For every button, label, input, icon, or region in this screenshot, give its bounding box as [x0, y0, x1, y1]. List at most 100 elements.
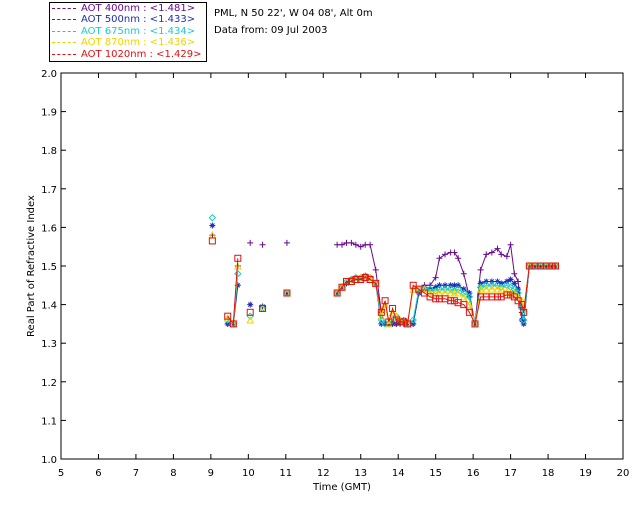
data-point — [451, 282, 458, 289]
x-tick-label: 15 — [429, 468, 442, 479]
data-point — [334, 290, 341, 297]
legend-label: AOT 675nm : <1.434> — [81, 25, 196, 37]
data-point — [483, 278, 490, 285]
data-point — [224, 320, 231, 327]
data-point — [389, 304, 397, 312]
data-point — [409, 316, 417, 324]
data-point — [393, 320, 400, 327]
data-point — [432, 274, 439, 281]
data-point — [503, 253, 510, 260]
data-point — [441, 285, 449, 293]
data-point — [436, 255, 443, 262]
y-tick-label: 2.0 — [41, 69, 57, 80]
data-point — [247, 239, 254, 246]
data-point — [520, 320, 527, 327]
data-point — [503, 286, 511, 295]
data-point — [511, 280, 518, 287]
data-point — [352, 241, 359, 248]
data-point — [494, 278, 501, 285]
y-tick-label: 1.6 — [41, 223, 57, 234]
legend-swatch — [52, 42, 76, 44]
data-point — [507, 276, 514, 283]
data-point — [208, 214, 217, 222]
data-point — [432, 284, 439, 291]
legend-label: AOT 1020nm : <1.429> — [81, 48, 202, 60]
legend-label: AOT 500nm : <1.433> — [81, 14, 196, 26]
data-point — [229, 320, 237, 328]
data-point — [367, 241, 374, 248]
data-point — [442, 251, 449, 258]
data-point — [450, 288, 459, 297]
x-tick-label: 19 — [579, 468, 592, 479]
data-point — [224, 312, 232, 320]
data-point — [396, 318, 404, 326]
data-point — [442, 282, 449, 289]
data-point — [455, 282, 462, 289]
data-point — [510, 288, 519, 297]
y-tick-label: 1.1 — [41, 416, 57, 427]
data-point — [460, 286, 467, 293]
data-point — [392, 316, 400, 324]
data-point — [378, 320, 385, 327]
data-point — [459, 292, 468, 301]
data-point — [514, 297, 522, 305]
data-point — [498, 280, 505, 287]
data-point — [447, 282, 454, 289]
data-point — [400, 318, 408, 326]
data-point — [209, 222, 216, 229]
data-point — [420, 285, 429, 293]
data-point — [283, 239, 290, 246]
data-point — [493, 281, 502, 290]
data-point — [465, 300, 474, 309]
data-point — [420, 289, 428, 297]
data-point — [460, 270, 467, 277]
data-point — [409, 285, 417, 293]
data-point — [377, 312, 386, 320]
data-point — [352, 276, 360, 284]
data-point — [234, 261, 242, 270]
data-point — [342, 277, 350, 285]
x-tick-label: 5 — [58, 468, 64, 479]
data-point — [482, 285, 491, 293]
data-point — [385, 319, 393, 328]
data-point — [409, 281, 417, 289]
legend-label: AOT 400nm : <1.481> — [81, 3, 196, 14]
data-point — [348, 239, 355, 246]
header-site: PML, N 50 22', W 04 08', Alt 0m — [214, 8, 373, 19]
x-axis-label: Time (GMT) — [312, 482, 371, 493]
data-point — [503, 278, 510, 285]
y-tick-label: 1.8 — [41, 146, 57, 157]
data-point — [234, 282, 241, 289]
data-point — [493, 293, 501, 301]
data-point — [494, 245, 501, 252]
data-point — [518, 301, 526, 309]
data-point — [347, 277, 355, 285]
data-point — [385, 318, 393, 326]
data-point — [372, 266, 379, 273]
data-point — [246, 315, 255, 324]
data-point — [339, 241, 345, 248]
data-point — [283, 289, 291, 297]
data-point — [497, 285, 506, 293]
data-point — [357, 276, 365, 284]
data-point — [460, 289, 468, 297]
data-point — [520, 308, 528, 316]
data-point — [404, 320, 412, 328]
data-point — [396, 315, 404, 324]
x-tick-label: 13 — [354, 468, 367, 479]
y-tick-label: 1.3 — [41, 339, 57, 350]
data-point — [483, 251, 490, 258]
data-point — [482, 281, 490, 290]
legend-label: AOT 870nm : <1.436> — [81, 37, 196, 49]
data-point — [471, 320, 479, 328]
data-point — [514, 289, 522, 297]
data-point — [381, 297, 389, 305]
data-point — [234, 254, 242, 262]
data-point — [498, 251, 505, 258]
data-point — [450, 297, 458, 305]
data-point — [460, 301, 468, 309]
data-point — [510, 285, 519, 293]
y-tick-label: 1.0 — [41, 455, 57, 466]
data-point — [415, 285, 423, 293]
data-point — [338, 283, 346, 291]
